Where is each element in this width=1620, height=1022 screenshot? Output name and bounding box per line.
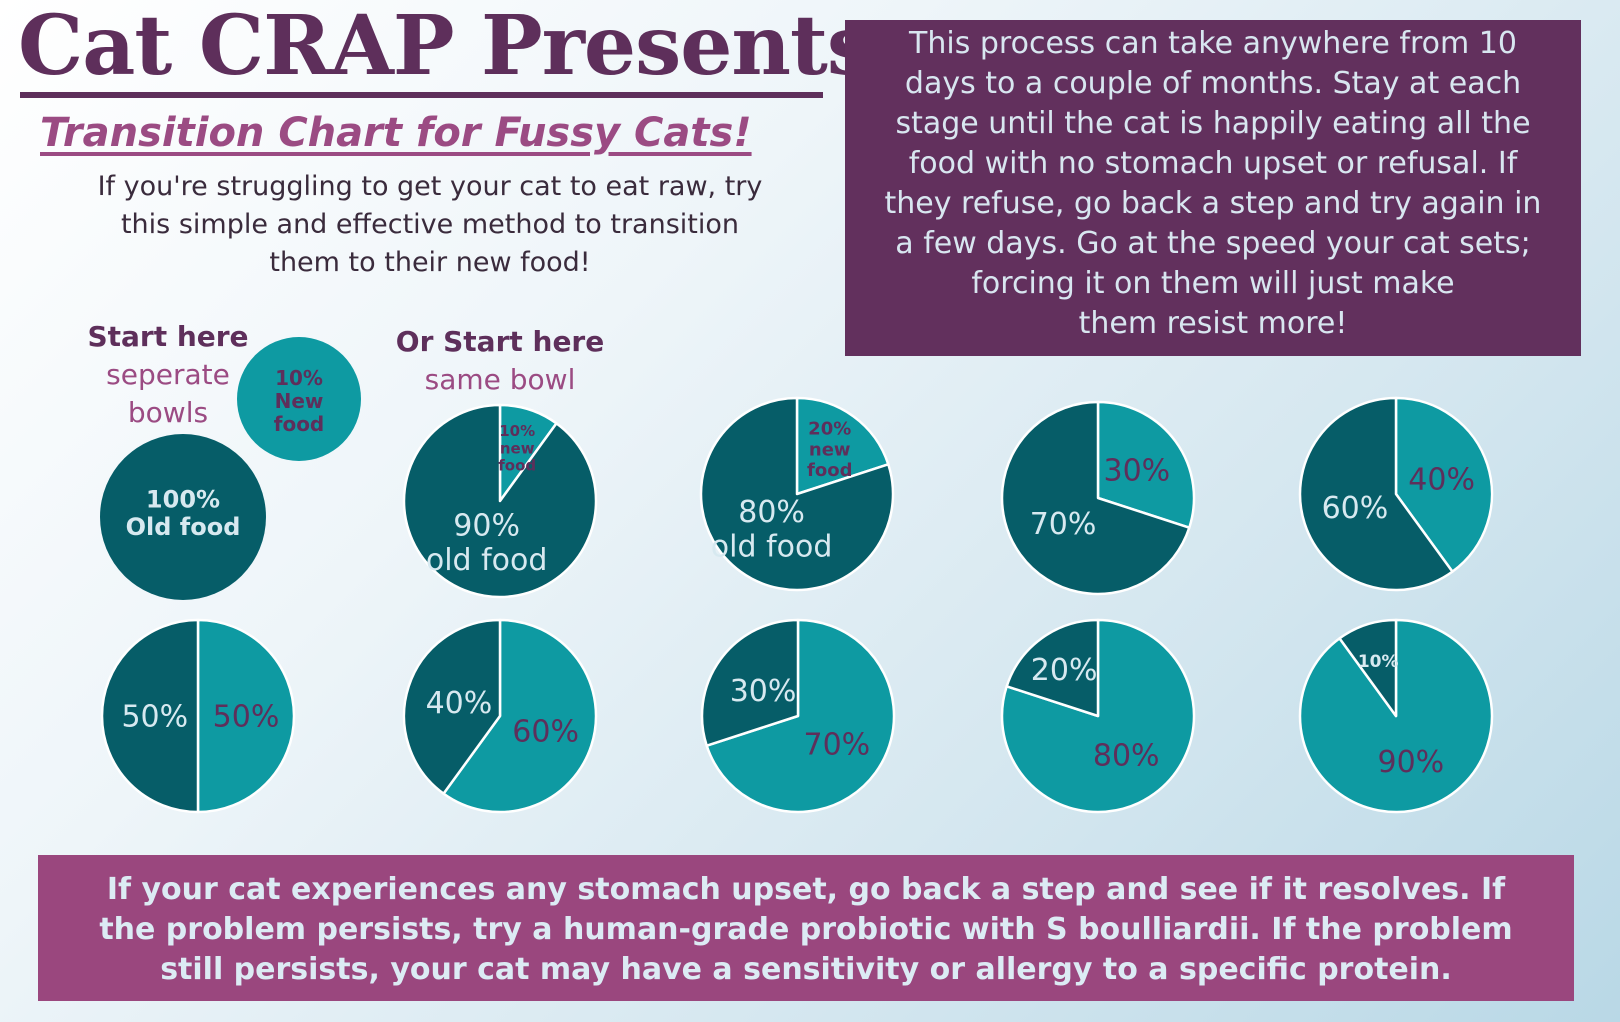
pie-4-old-label: 60% — [1322, 491, 1389, 526]
pie-3-old-food-slice — [1000, 400, 1191, 596]
title-underline — [20, 92, 823, 98]
pie-4-new-food-slice — [1394, 396, 1494, 573]
pie-8-old-label: 20% — [1031, 653, 1098, 688]
pie-9-old-food-slice — [1338, 618, 1398, 718]
pie-3-new-label: 30% — [1103, 453, 1170, 488]
pie-9-new-label: 90% — [1377, 745, 1444, 780]
pie-3-old-label: 70% — [1030, 507, 1097, 542]
start-separate-line: seperate — [106, 358, 230, 391]
note-line: days to a couple of months. Stay at each — [904, 66, 1522, 101]
note-line: This process can take anywhere from 10 — [909, 26, 1517, 61]
start-same-heading: Or Start here — [395, 325, 605, 358]
warning-line: the problem persists, try a human-grade … — [99, 912, 1513, 947]
pie-2-new-label: 20% new food — [807, 419, 852, 481]
pie-5-old-food-slice — [100, 618, 200, 814]
pie-5-new-label: 50% — [213, 700, 280, 735]
intro-line: If you're struggling to get your cat to … — [97, 171, 763, 202]
note-line: forcing it on them will just make — [971, 266, 1455, 301]
pie-9-old-label: 10% — [1358, 652, 1399, 672]
process-note-box: This process can take anywhere from 10 d… — [845, 20, 1581, 356]
pie-2-old-food-slice — [699, 396, 895, 592]
note-line: stage until the cat is happily eating al… — [895, 106, 1531, 141]
note-line: them resist more! — [1078, 306, 1348, 341]
start-same-line: same bowl — [424, 363, 576, 396]
pie-8-old-food-slice — [1005, 618, 1100, 718]
pie-6-new-label: 60% — [512, 714, 579, 749]
pie-4-old-food-slice — [1298, 396, 1454, 592]
intro-text: If you're struggling to get your cat to … — [30, 168, 830, 282]
pie-7-new-label: 70% — [803, 728, 870, 763]
pie-1-old-food-slice — [402, 403, 598, 599]
intro-line: this simple and effective method to tran… — [120, 209, 740, 240]
pie-4-new-label: 40% — [1408, 463, 1475, 498]
pie-6-old-label: 40% — [426, 686, 493, 721]
new-food-bowl — [237, 337, 361, 461]
intro-line: them to their new food! — [269, 247, 591, 278]
pie-5-old-label: 50% — [121, 700, 188, 735]
note-line: they refuse, go back a step and try agai… — [884, 186, 1542, 221]
note-line: a few days. Go at the speed your cat set… — [895, 226, 1531, 261]
start-same-label: Or Start here same bowl — [380, 323, 620, 399]
warning-line: still persists, your cat may have a sens… — [160, 952, 1452, 987]
page-title: Cat CRAP Presents: — [18, 0, 902, 94]
chart-subtitle: Transition Chart for Fussy Cats! — [40, 110, 752, 156]
pie-2-new-food-slice — [795, 396, 890, 496]
pie-1-old-label: 90% old food — [426, 508, 548, 578]
start-separate-line: bowls — [127, 396, 209, 429]
start-separate-label: Start here seperate bowls — [68, 318, 268, 432]
pie-6-old-food-slice — [402, 618, 502, 795]
pie-5-new-food-slice — [196, 618, 296, 814]
pie-6-new-food-slice — [442, 618, 598, 814]
pie-2-old-label: 80% old food — [711, 495, 833, 565]
old-food-bowl-label: 100% Old food — [126, 486, 241, 542]
pie-8-new-label: 80% — [1093, 738, 1160, 773]
note-line: food with no stomach upset or refusal. I… — [908, 146, 1518, 181]
new-food-bowl-label: 10% New food — [274, 366, 325, 436]
pie-1-new-label: 10% new food — [498, 422, 536, 475]
stomach-upset-warning-box: If your cat experiences any stomach upse… — [38, 855, 1574, 1001]
old-food-bowl — [100, 434, 266, 600]
warning-line: If your cat experiences any stomach upse… — [106, 872, 1506, 907]
pie-7-old-label: 30% — [730, 674, 797, 709]
pie-7-new-food-slice — [705, 618, 896, 814]
start-separate-heading: Start here — [87, 320, 249, 353]
pie-7-old-food-slice — [700, 618, 800, 747]
pie-3-new-food-slice — [1096, 400, 1196, 529]
